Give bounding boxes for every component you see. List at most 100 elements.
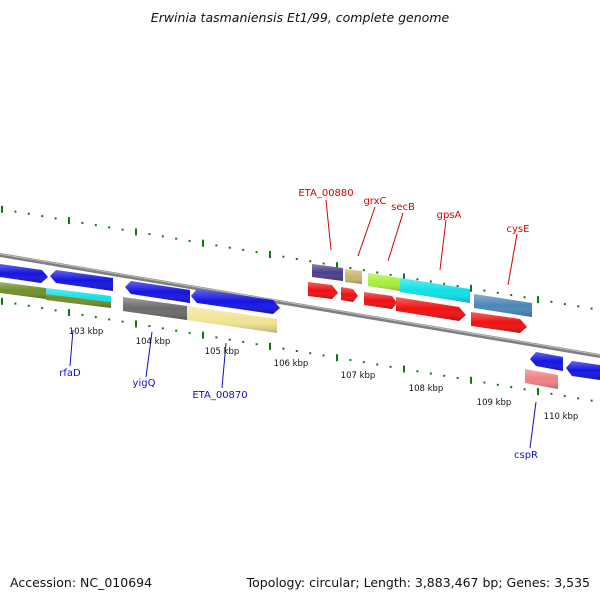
scale-tick	[282, 255, 285, 258]
gene-feature[interactable]	[471, 312, 527, 333]
gene-feature[interactable]	[46, 288, 111, 308]
scale-tick	[429, 372, 432, 375]
scale-tick	[322, 262, 325, 265]
kbp-label: 103 kbp	[69, 327, 104, 337]
scale-tick	[255, 343, 258, 346]
scale-tick	[416, 278, 419, 281]
scale-tick	[242, 248, 245, 251]
gene-feature[interactable]	[525, 369, 558, 389]
gene-feature[interactable]	[400, 278, 470, 303]
scale-tick	[590, 307, 593, 310]
scale-tick	[41, 215, 44, 218]
kbp-label: 106 kbp	[274, 359, 309, 369]
scale-tick	[389, 365, 392, 368]
scale-tick	[362, 361, 365, 364]
kbp-label: 110 kbp	[544, 412, 579, 422]
scale-tick	[135, 228, 137, 236]
tick-track-outer	[1, 205, 593, 310]
gene-label-cyse[interactable]: cysE	[507, 224, 530, 235]
scale-tick	[483, 381, 486, 384]
genome-backbone-highlight	[0, 253, 600, 356]
gene-label-eta00880[interactable]: ETA_00880	[298, 188, 353, 199]
scale-tick	[322, 354, 325, 357]
gene-feature[interactable]	[125, 281, 190, 303]
scale-tick	[228, 246, 231, 249]
gene-feature[interactable]	[0, 282, 46, 299]
kbp-label: 108 kbp	[409, 384, 444, 394]
scale-tick	[242, 340, 245, 343]
scale-tick	[282, 347, 285, 350]
map-title: Erwinia tasmaniensis Et1/99, complete ge…	[151, 10, 450, 25]
scale-tick	[443, 282, 446, 285]
scale-tick	[68, 309, 70, 317]
scale-tick	[295, 350, 298, 352]
gene-label-eta00870[interactable]: ETA_00870	[192, 390, 247, 401]
scale-tick	[27, 212, 30, 215]
scale-tick	[362, 269, 365, 272]
scale-tick	[175, 329, 178, 332]
scale-tick	[215, 244, 218, 247]
scale-tick	[1, 205, 3, 213]
gene-feature[interactable]	[396, 297, 466, 321]
scale-tick	[1, 297, 3, 305]
gene-feature[interactable]	[474, 294, 532, 317]
gene-feature[interactable]	[0, 264, 48, 283]
scale-tick	[202, 239, 204, 247]
scale-tick	[537, 388, 539, 396]
scale-tick	[309, 260, 312, 263]
gene-feature[interactable]	[123, 297, 187, 320]
scale-tick	[14, 210, 17, 213]
scale-tick	[108, 318, 111, 321]
scale-tick	[54, 217, 57, 220]
gene-feature[interactable]	[187, 306, 277, 333]
gene-label-gpsa[interactable]: gpsA	[437, 210, 462, 221]
scale-tick	[269, 251, 271, 258]
scale-tick	[349, 267, 352, 269]
scale-tick	[470, 376, 472, 384]
gene-label-grxc[interactable]: grxC	[363, 196, 386, 207]
gene-label-secb[interactable]: secB	[391, 202, 415, 213]
gene-label-rfad[interactable]: rfaD	[59, 368, 81, 379]
scale-tick	[94, 316, 97, 319]
scale-tick	[202, 331, 204, 339]
scale-tick	[403, 365, 405, 373]
scale-tick	[456, 285, 459, 287]
gene-feature[interactable]	[308, 282, 338, 299]
scale-tick	[81, 313, 84, 316]
gene-feature[interactable]	[191, 289, 280, 314]
gene-feature[interactable]	[566, 361, 600, 380]
scale-tick	[416, 370, 419, 373]
scale-tick	[188, 331, 191, 334]
scale-tick	[255, 251, 258, 254]
gene-feature[interactable]	[50, 270, 113, 291]
gene-feature[interactable]	[368, 273, 400, 291]
scale-tick	[456, 377, 459, 379]
scale-tick	[523, 388, 526, 391]
gene-label-leaders-bottom	[69, 329, 537, 449]
scale-tick	[161, 327, 164, 330]
scale-tick	[590, 399, 593, 402]
scale-tick	[429, 280, 432, 283]
scale-tick	[27, 304, 30, 307]
scale-tick	[376, 271, 379, 274]
scale-tick	[577, 397, 580, 400]
scale-tick	[550, 392, 553, 395]
scale-tick	[389, 273, 392, 276]
gene-feature[interactable]	[530, 352, 563, 371]
gene-feature[interactable]	[345, 269, 362, 284]
scale-tick	[376, 363, 379, 366]
scale-tick	[550, 300, 553, 303]
scale-tick	[148, 325, 151, 328]
gene-feature[interactable]	[312, 264, 343, 281]
gene-label-cspr[interactable]: cspR	[514, 450, 538, 461]
tick-track-inner	[1, 297, 593, 402]
gene-feature[interactable]	[364, 292, 397, 309]
gene-label-yigq[interactable]: yigQ	[133, 378, 156, 389]
scale-tick	[349, 359, 352, 361]
scale-tick	[496, 291, 499, 294]
scale-tick	[121, 320, 124, 323]
gene-feature[interactable]	[341, 287, 358, 302]
scale-tick	[41, 307, 44, 310]
scale-tick	[537, 296, 539, 304]
